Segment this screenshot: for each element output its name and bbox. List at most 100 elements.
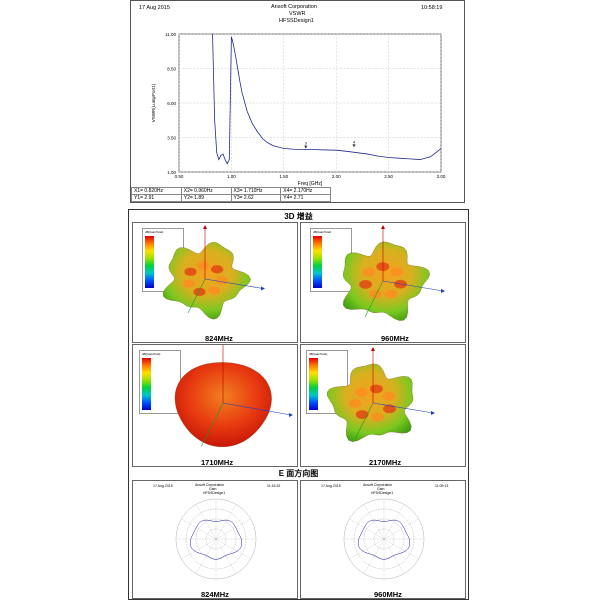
gain-hotspot: [384, 289, 398, 299]
polar-plot-960: [343, 498, 425, 580]
polar-gain-trace: [357, 519, 411, 560]
radiation-pattern-surface: [174, 362, 272, 448]
marker-label: 3: [305, 141, 308, 146]
gain-hotspot: [355, 410, 369, 419]
gain-hotspot: [348, 398, 362, 408]
polar-grid-ring: [175, 498, 257, 580]
grid: [178, 33, 442, 173]
pattern-cell-960: dB(GainTotal) 960MHz: [300, 222, 466, 343]
gain-hotspot: [182, 279, 195, 288]
3d-pattern-1710: [174, 345, 293, 448]
marker-triangle: [304, 145, 308, 149]
polar-grid-spoke: [363, 538, 385, 574]
caption-e-960: 960MHz: [374, 590, 402, 599]
polar-time: 11:16:32: [267, 484, 281, 488]
header-plot-name: VSWR: [289, 11, 306, 17]
polar-grid-spoke: [181, 538, 217, 560]
polar-design: HFSSDesign1: [371, 491, 394, 495]
cursor-x2: X2= 0.960Hz: [180, 187, 232, 195]
gain-hotspot: [215, 276, 229, 285]
x-axis: [204, 278, 264, 289]
polar-gain-trace: [189, 519, 243, 560]
gain-hotspot: [208, 286, 221, 295]
polar-date: 17 Aug 2015: [321, 484, 341, 488]
cursor-y1: Y1= 2.91: [131, 194, 182, 202]
y-axis: [364, 280, 384, 318]
axis-arrow: [261, 286, 265, 291]
y-axis: [187, 278, 206, 314]
section-3d-title: 3D 增益: [284, 212, 313, 221]
y-axis: [354, 402, 374, 440]
polar-design: HFSSDesign1: [203, 491, 226, 495]
gain-hotspot: [383, 404, 396, 414]
gain-hotspot: [369, 289, 382, 299]
cursor-x1: X1= 0.820Hz: [131, 187, 182, 195]
3d-pattern-824: [162, 225, 265, 320]
x-tick-label: 1.00: [227, 174, 236, 179]
x-tick-label: 1.50: [279, 174, 288, 179]
axis-arrow: [203, 225, 207, 229]
3d-pattern-2170: [326, 347, 435, 442]
cursor-y3: Y3= 2.62: [230, 194, 282, 202]
gain-hotspot: [382, 391, 396, 401]
y-axis-label: VSWR(LumpPort1): [151, 83, 156, 122]
x-axis-label: Freq [GHz]: [298, 181, 323, 187]
polar-grid-ring: [343, 498, 425, 580]
gain-hotspot: [359, 280, 372, 289]
polar-company: Ansoft Corporation: [363, 483, 393, 487]
gain-hotspot: [193, 287, 206, 297]
cursor-table: X1= 0.820Hz X2= 0.960Hz X3= 1.710Hz X4= …: [131, 187, 331, 202]
x-tick-label: 2.00: [332, 174, 341, 179]
3d-pattern-960: [342, 225, 445, 321]
caption-960: 960MHz: [381, 334, 409, 343]
polar-cell-824: 17 Aug 2015 Ansoft Corporation Gain HFSS…: [132, 480, 298, 599]
radiation-pattern-surface: [342, 241, 430, 321]
x-axis: [222, 402, 292, 416]
table-row: X1= 0.820Hz X2= 0.960Hz X3= 1.710Hz X4= …: [131, 187, 331, 195]
y-tick-label: 6.00: [167, 101, 176, 106]
polar-grid-spoke: [181, 518, 217, 540]
polar-company: Ansoft Corporation: [195, 483, 225, 487]
polar-grid-spoke: [215, 518, 251, 540]
pattern-cell-1710: dB(GainTotal) 1710MHz: [132, 344, 298, 467]
x-tick-label: 3.00: [437, 174, 446, 179]
header-company: Ansoft Corporation: [271, 4, 317, 10]
axis-arrow: [381, 225, 385, 229]
y-tick-label: 8.50: [167, 66, 176, 71]
vswr-panel: 17 Aug 2015 Ansoft Corporation VSWR HFSS…: [130, 0, 465, 203]
gain-hotspot: [369, 384, 383, 394]
cursor-y2: Y2= 1.89: [180, 194, 232, 202]
x-axis: [372, 402, 434, 414]
caption-824: 824MHz: [205, 334, 233, 343]
x-axis: 0.50 1.00 1.50 2.00 2.50 3.00: [175, 174, 446, 179]
axis-arrow: [431, 411, 435, 415]
cursor-y4: Y4= 2.71: [280, 194, 331, 202]
gain-hotspot: [211, 265, 224, 274]
gain-hotspot: [184, 267, 197, 276]
table-row: Y1= 2.91 Y2= 1.89 Y3= 2.62 Y4= 2.71: [131, 194, 331, 202]
cursor-x4: X4= 2.170Hz: [280, 187, 331, 195]
header-time: 10:58:19: [421, 5, 443, 11]
gain-hotspot: [390, 267, 404, 277]
gain-hotspot: [371, 412, 384, 422]
caption-e-824: 824MHz: [201, 590, 229, 599]
polar-grid-spoke: [195, 538, 217, 574]
header-date: 17 Aug 2015: [139, 5, 170, 11]
axis-arrow: [289, 413, 293, 417]
polar-grid-spoke: [215, 504, 237, 540]
polar-time: 11:09:13: [435, 484, 449, 488]
polar-grid-spoke: [383, 518, 419, 540]
pattern-cell-824: dB(GainTotal) 824MHz: [132, 222, 298, 343]
polar-grid-spoke: [383, 504, 405, 540]
polar-date: 17 Aug 2015: [153, 484, 173, 488]
polar-grid-spoke: [215, 538, 251, 560]
marker-triangle: [352, 144, 356, 148]
y-axis: 1.00 3.50 6.00 8.50 11.00: [165, 32, 176, 175]
radiation-pattern-surface: [162, 242, 251, 320]
header-design: HFSSDesign1: [279, 18, 314, 24]
axis-arrow: [371, 347, 375, 351]
pattern-cell-2170: dB(GainTotal) 2170MHz: [300, 344, 466, 467]
y-tick-label: 1.00: [167, 170, 176, 175]
